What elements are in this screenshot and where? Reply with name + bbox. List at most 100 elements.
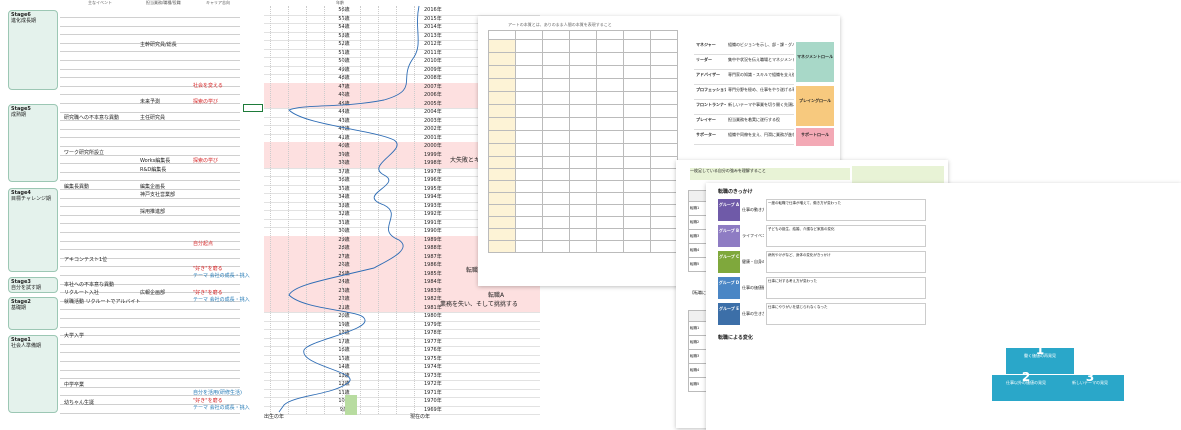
career-item: 社会を変える	[193, 83, 223, 89]
year-cell: 1982年	[424, 296, 442, 302]
roles-lower-cell	[569, 204, 597, 217]
event-item: 本社への不本意な異動	[64, 282, 115, 288]
age-cell: 23歳	[338, 287, 350, 294]
grid-row	[60, 386, 240, 397]
year-cell: 1983年	[424, 287, 442, 294]
roles-table-cell	[569, 78, 597, 92]
stage-label: Stage4 目標チャレンジ期	[8, 188, 58, 272]
year-cell: 2016年	[424, 7, 442, 13]
role-item: 主幹研究員/総長	[140, 42, 177, 48]
discovery-box: 1 働く価値の再発見	[1006, 344, 1074, 374]
management-role-box: マネジメントロール	[796, 42, 834, 82]
age-cell: 31歳	[338, 219, 350, 226]
year-row	[264, 363, 540, 373]
role-name: アドバイザー	[696, 72, 720, 77]
roles-table-cell	[488, 52, 516, 66]
roles-lower-cell	[650, 240, 678, 253]
roles-lower-row	[488, 204, 678, 217]
roles-table-cell	[650, 117, 678, 131]
year-row	[264, 321, 540, 331]
role-desc: 組織や同僚を支え、円滑に業務が進むよう支援する役	[728, 132, 794, 137]
roles-lower-cell	[623, 192, 651, 205]
support-role-box: サポートロール	[796, 128, 834, 146]
year-row	[264, 159, 540, 169]
age-cell: 38歳	[338, 160, 350, 166]
selected-cell[interactable]	[243, 104, 263, 112]
roles-table-cell	[542, 65, 570, 79]
event-item: アキコンテスト1位	[64, 257, 108, 263]
role-divider	[694, 69, 794, 70]
year-cell: 2007年	[424, 83, 442, 90]
annotation-text: 転職A	[488, 292, 505, 299]
roles-table-cell	[515, 117, 543, 131]
change-section-title: 転職による変化	[718, 335, 753, 341]
career-item: 自分を活用(研修生活)	[193, 390, 242, 396]
year-cell: 1980年	[424, 313, 442, 319]
year-row	[264, 219, 540, 229]
career-item: "好き"を磨る	[193, 266, 223, 272]
roles-table-cell	[515, 143, 543, 157]
roles-table-cell	[623, 91, 651, 105]
roles-lower-row	[488, 156, 678, 169]
year-cell: 1993年	[424, 202, 442, 209]
stage-label: Stage1 社会人準備期	[8, 335, 58, 413]
roles-table-cell	[488, 30, 516, 40]
roles-lower-row	[488, 168, 678, 181]
age-cell: 25歳	[338, 270, 350, 277]
year-cell: 1974年	[424, 364, 442, 370]
roles-table-cell	[542, 52, 570, 66]
year-cell: 2000年	[424, 143, 442, 149]
roles-lower-cell	[623, 228, 651, 241]
roles-lower-cell	[623, 216, 651, 229]
grid-row	[60, 223, 240, 233]
year-row	[264, 185, 540, 195]
grid-row	[60, 128, 240, 139]
roles-table-cell	[623, 30, 651, 40]
stage-line: Stage3	[11, 279, 31, 285]
roles-table-cell	[650, 91, 678, 105]
year-cell: 1998年	[424, 160, 442, 166]
roles-lower-cell	[650, 192, 678, 205]
year-cell: 1996年	[424, 177, 442, 183]
year-cell: 1985年	[424, 270, 442, 277]
roles-table-cell	[569, 143, 597, 157]
group-desc: 病気やけがなど、身体の変化がきっかけ	[766, 251, 926, 273]
roles-table-cell	[515, 104, 543, 118]
event-item: リクルート入社	[64, 290, 99, 296]
roles-table-cell	[623, 78, 651, 92]
year-row	[264, 397, 540, 407]
discovery-box: 2 仕事以外の価値の発見	[992, 371, 1060, 401]
roles-table-cell	[650, 30, 678, 40]
roles-lower-row	[488, 240, 678, 253]
roles-lower-cell	[569, 168, 597, 181]
group-desc: 一度の転職で仕事が増えて、働き方が変わった	[766, 199, 926, 221]
career-item: テーマ 会社の成長・挑入	[193, 405, 250, 411]
grid-row	[60, 335, 240, 345]
age-cell: 15歳	[338, 355, 350, 362]
grid-row	[60, 146, 240, 156]
age-cell: 10歳	[338, 398, 350, 404]
group-name: 健康・自身の変化	[742, 259, 764, 264]
grid-row	[60, 404, 240, 414]
roles-lower-row	[488, 180, 678, 193]
roles-lower-cell	[569, 180, 597, 193]
age-cell: 37歳	[338, 168, 350, 175]
roles-table-row	[488, 30, 678, 40]
group-sheet: 転職のきっかけ グループ A 仕事の動き方 一度の転職で仕事が増えて、働き方が変わっ…	[706, 183, 1181, 430]
roles-table-cell	[569, 65, 597, 79]
roles-table-cell	[569, 91, 597, 105]
grid-row	[60, 154, 240, 165]
role-name: サポーター	[696, 132, 716, 137]
grid-row	[60, 343, 240, 354]
roles-table-cell	[623, 65, 651, 79]
stage-line: Stage4	[11, 190, 31, 196]
age-cell: 54歳	[338, 24, 350, 30]
year-row	[264, 125, 540, 135]
change-row-label: 転職5	[687, 377, 710, 392]
age-cell: 39歳	[338, 151, 350, 158]
role-name: フロントランナー	[696, 102, 726, 107]
discovery-number: 3	[1085, 370, 1095, 384]
group-code: グループ A	[718, 202, 740, 207]
roles-table-cell	[569, 117, 597, 131]
roles-table-cell	[623, 143, 651, 157]
